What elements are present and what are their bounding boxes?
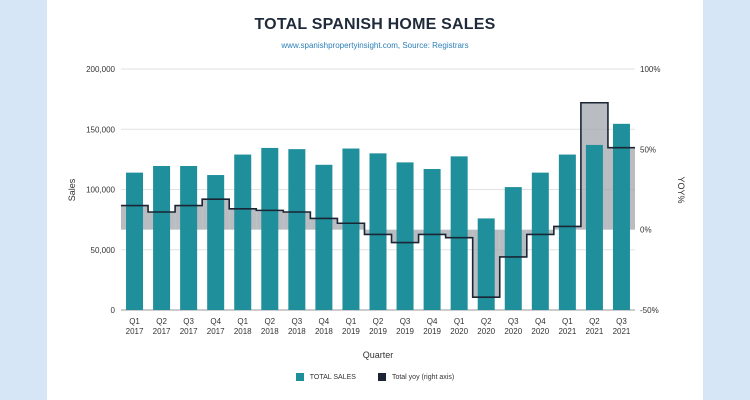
x-tick-label: 2018 xyxy=(315,327,333,336)
y-axis-label: Sales xyxy=(67,178,77,201)
sales-bar xyxy=(207,175,225,310)
x-tick-label: Q4 xyxy=(535,317,546,326)
axes: 0 50,000 100,000 150,000 200,000 -50% 0% 50% 100… xyxy=(86,65,660,336)
bar-series xyxy=(126,123,630,310)
sales-bar xyxy=(234,154,252,310)
x-tick-label: Q1 xyxy=(454,317,465,326)
chart-card: TOTAL SPANISH HOME SALES www.spanishprop… xyxy=(47,0,703,400)
x-tick-label: 2021 xyxy=(586,327,604,336)
sales-bar xyxy=(288,149,306,310)
legend-item-sales[interactable]: TOTAL SALES xyxy=(295,373,356,381)
sales-bar xyxy=(477,218,495,310)
sales-bar xyxy=(396,162,414,310)
x-axis-label: Quarter xyxy=(363,350,394,360)
sales-bar xyxy=(450,156,468,310)
y2-tick-label: 50% xyxy=(640,145,656,154)
x-tick-label: Q3 xyxy=(616,317,627,326)
x-tick-label: Q3 xyxy=(508,317,519,326)
x-tick-label: 2021 xyxy=(613,327,631,336)
x-tick-label: Q1 xyxy=(562,317,573,326)
sales-bar xyxy=(504,187,522,310)
x-tick-label: 2020 xyxy=(450,327,468,336)
chart-subtitle: www.spanishpropertyinsight.com, Source: … xyxy=(281,41,469,50)
sales-swatch-icon xyxy=(295,373,304,381)
sales-bar xyxy=(531,172,549,310)
yoy-swatch-icon xyxy=(377,373,386,381)
y-tick-label: 100,000 xyxy=(86,186,115,195)
y-tick-label: 0 xyxy=(111,306,116,315)
x-tick-label: Q3 xyxy=(400,317,411,326)
sales-bar xyxy=(423,169,441,310)
y2-tick-label: 100% xyxy=(640,65,660,74)
x-tick-label: 2020 xyxy=(531,327,549,336)
x-tick-label: 2017 xyxy=(126,327,144,336)
sales-bar xyxy=(558,154,576,310)
x-tick-label: 2018 xyxy=(234,327,252,336)
x-tick-label: Q3 xyxy=(292,317,303,326)
x-tick-label: 2019 xyxy=(423,327,441,336)
chart-title: TOTAL SPANISH HOME SALES xyxy=(254,16,496,33)
legend-sales-label: TOTAL SALES xyxy=(309,373,356,381)
sales-bar xyxy=(342,148,360,310)
x-tick-label: 2020 xyxy=(504,327,522,336)
x-tick-label: Q1 xyxy=(346,317,357,326)
x-tick-label: 2018 xyxy=(288,327,306,336)
sales-bar xyxy=(369,153,387,310)
legend-item-yoy[interactable]: Total yoy (right axis) xyxy=(377,373,455,381)
x-tick-label: Q4 xyxy=(210,317,221,326)
sales-bar xyxy=(180,166,198,310)
y-tick-label: 50,000 xyxy=(91,246,116,255)
x-tick-label: 2019 xyxy=(342,327,360,336)
sales-bar xyxy=(585,144,603,310)
x-tick-label: Q2 xyxy=(481,317,492,326)
x-tick-label: Q1 xyxy=(237,317,248,326)
y-tick-label: 150,000 xyxy=(86,125,115,134)
sales-bar xyxy=(261,147,279,310)
x-tick-label: 2017 xyxy=(207,327,225,336)
legend: TOTAL SALES Total yoy (right axis) xyxy=(47,373,703,381)
x-tick-label: Q4 xyxy=(319,317,330,326)
y2-axis-label: YOY% xyxy=(676,176,686,203)
x-tick-label: Q2 xyxy=(264,317,275,326)
sales-bar xyxy=(612,123,630,310)
x-tick-label: 2017 xyxy=(180,327,198,336)
yoy-line-series xyxy=(121,101,635,298)
x-tick-label: Q3 xyxy=(183,317,194,326)
y2-tick-label: 0% xyxy=(640,226,652,235)
legend-yoy-label: Total yoy (right axis) xyxy=(391,373,455,381)
sales-bar xyxy=(126,172,144,310)
x-tick-label: 2019 xyxy=(369,327,387,336)
x-tick-label: 2017 xyxy=(153,327,171,336)
sales-bar xyxy=(153,166,171,310)
x-tick-label: Q2 xyxy=(156,317,167,326)
x-tick-label: Q2 xyxy=(589,317,600,326)
x-tick-label: 2019 xyxy=(396,327,414,336)
x-tick-label: Q1 xyxy=(129,317,140,326)
x-tick-label: 2020 xyxy=(477,327,495,336)
x-tick-label: Q2 xyxy=(373,317,384,326)
yoy-line xyxy=(121,101,635,298)
y2-tick-label: -50% xyxy=(640,306,659,315)
x-tick-label: 2021 xyxy=(558,327,576,336)
sales-bar xyxy=(315,164,333,310)
x-tick-label: Q4 xyxy=(427,317,438,326)
combo-chart: 0 50,000 100,000 150,000 200,000 -50% 0% 50% 100… xyxy=(67,65,686,360)
x-tick-label: 2018 xyxy=(261,327,279,336)
y-tick-label: 200,000 xyxy=(86,65,115,74)
